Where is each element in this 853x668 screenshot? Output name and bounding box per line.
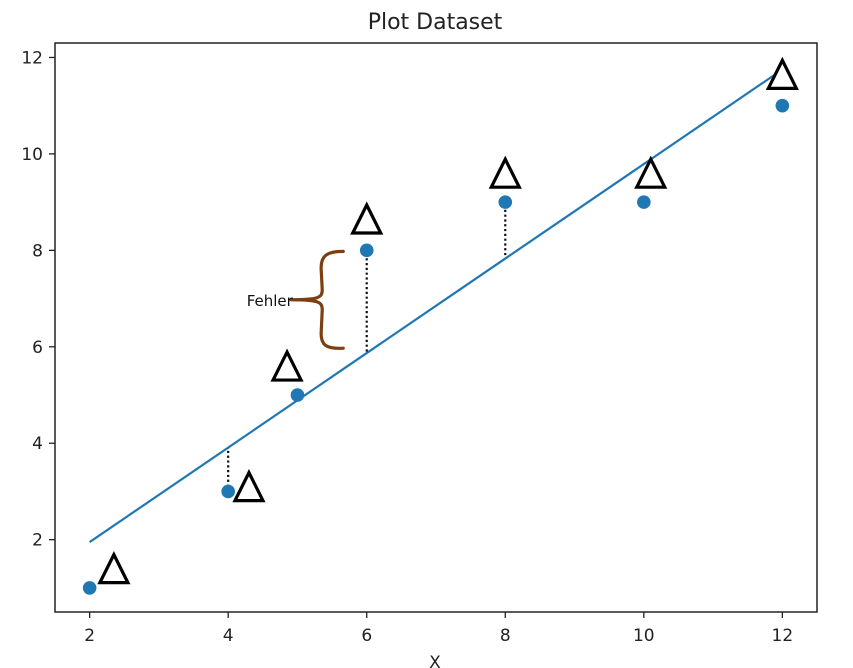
data-point <box>359 243 374 258</box>
y-tick-label: 8 <box>32 241 43 261</box>
regression-line <box>89 68 783 543</box>
x-tick-label: 12 <box>772 626 794 646</box>
x-tick-label: 4 <box>223 626 234 646</box>
error-label: Fehler <box>247 292 294 310</box>
y-tick-label: 2 <box>32 531 43 551</box>
x-tick-label: 2 <box>84 626 95 646</box>
data-point <box>290 388 305 402</box>
delta-marker <box>270 348 304 382</box>
data-point <box>637 195 651 209</box>
delta-marker <box>350 201 384 235</box>
y-tick-label: 6 <box>32 338 43 358</box>
x-tick-label: 8 <box>500 626 511 646</box>
y-tick-label: 12 <box>21 48 43 68</box>
error-brace <box>289 249 345 350</box>
delta-marker <box>488 155 522 189</box>
data-point <box>82 581 97 595</box>
data-point <box>775 98 790 113</box>
plot-frame <box>54 42 818 613</box>
x-tick-label: 10 <box>633 626 655 646</box>
delta-marker <box>232 469 266 503</box>
x-axis-label: X <box>429 653 441 668</box>
y-tick-label: 10 <box>21 145 43 165</box>
data-point <box>498 195 513 209</box>
delta-marker <box>97 551 131 585</box>
delta-marker <box>634 155 668 189</box>
delta-marker <box>765 56 799 90</box>
chart-title: Plot Dataset <box>368 10 503 35</box>
data-point <box>221 484 235 499</box>
x-tick-label: 6 <box>361 626 372 646</box>
y-tick-label: 4 <box>32 434 43 454</box>
